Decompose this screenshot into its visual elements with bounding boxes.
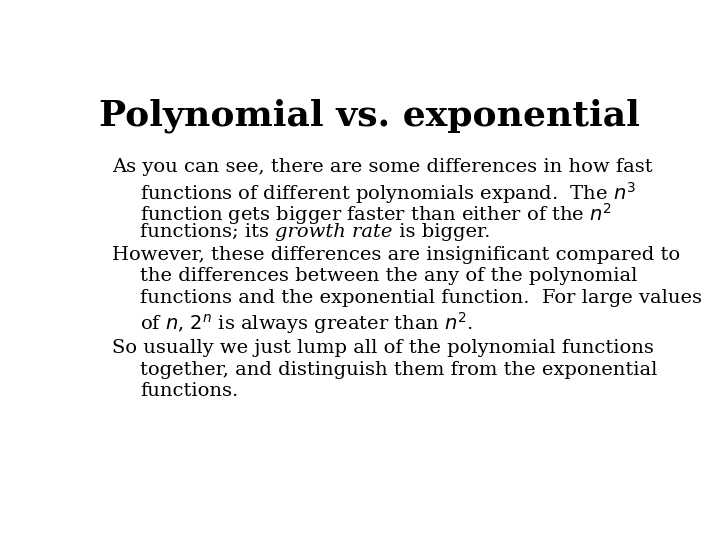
Text: growth rate: growth rate [276, 223, 393, 241]
Text: functions and the exponential function.  For large values: functions and the exponential function. … [140, 289, 702, 307]
Text: of $n$, $2^n$ is always greater than $n^2$.: of $n$, $2^n$ is always greater than $n^… [140, 310, 474, 336]
Text: Polynomial vs. exponential: Polynomial vs. exponential [99, 98, 639, 132]
Text: So usually we just lump all of the polynomial functions: So usually we just lump all of the polyn… [112, 339, 654, 357]
Text: functions; its: functions; its [140, 223, 276, 241]
Text: However, these differences are insignificant compared to: However, these differences are insignifi… [112, 246, 680, 264]
Text: is bigger.: is bigger. [393, 223, 490, 241]
Text: As you can see, there are some differences in how fast: As you can see, there are some differenc… [112, 158, 653, 177]
Text: together, and distinguish them from the exponential: together, and distinguish them from the … [140, 361, 657, 379]
Text: function gets bigger faster than either of the $n^2$: function gets bigger faster than either … [140, 201, 613, 227]
Text: functions of different polynomials expand.  The $n^3$: functions of different polynomials expan… [140, 180, 636, 206]
Text: functions.: functions. [140, 382, 238, 401]
Text: the differences between the any of the polynomial: the differences between the any of the p… [140, 267, 638, 285]
